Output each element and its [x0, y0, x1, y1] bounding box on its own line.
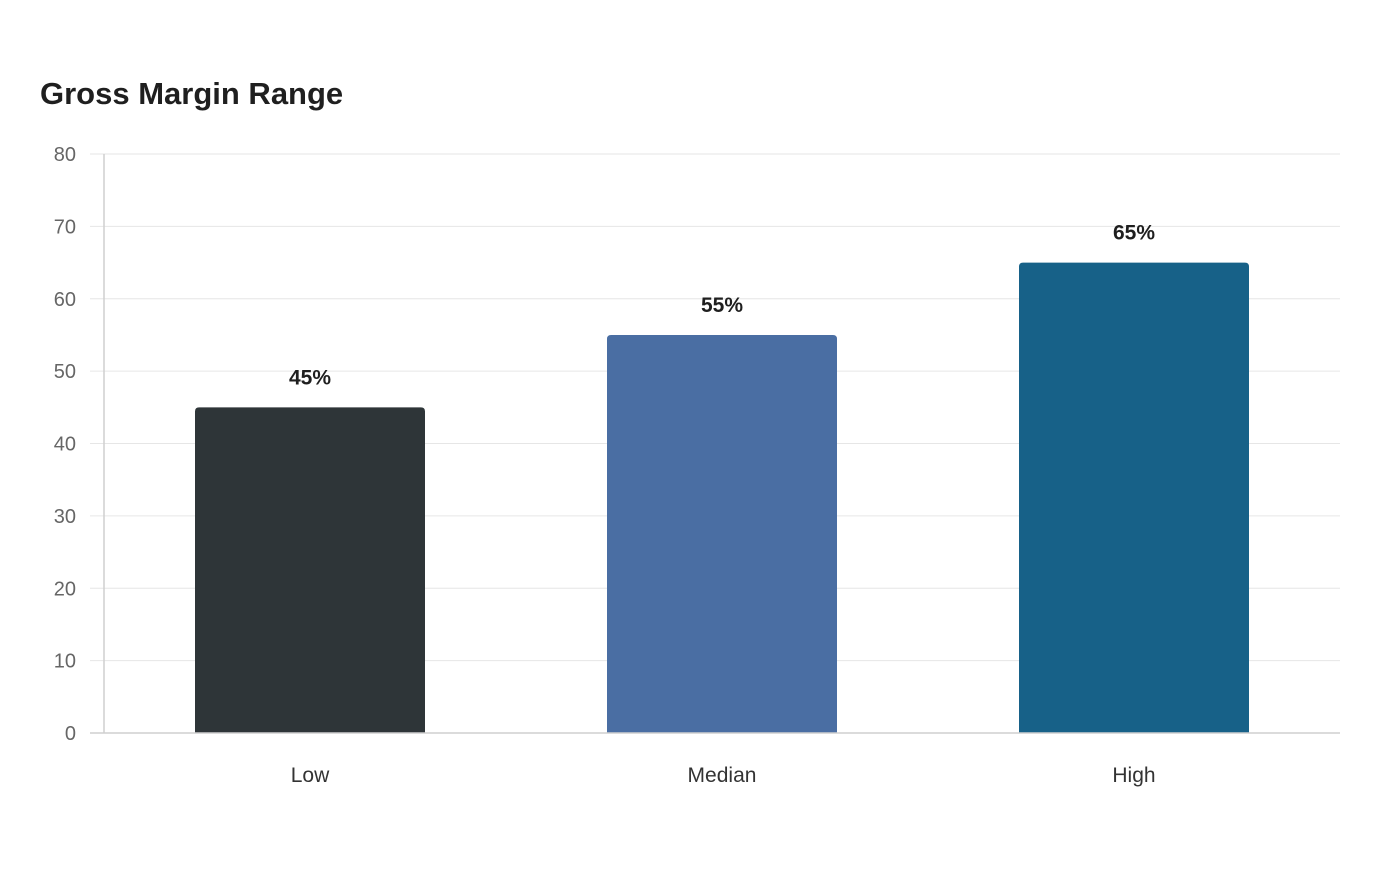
y-tick-label: 30 [54, 506, 76, 528]
data-label-high: 65% [1113, 222, 1155, 245]
y-axis-ticks: 0 10 20 30 40 50 60 70 80 [54, 144, 76, 745]
x-tick-label-high: High [1112, 764, 1155, 787]
y-tick-label: 20 [54, 578, 76, 600]
bar-layer [195, 262, 1249, 733]
x-tick-label-median: Median [688, 764, 757, 787]
y-tick-label: 10 [54, 651, 76, 673]
y-tick-label: 60 [54, 289, 76, 311]
y-tick-label: 70 [54, 216, 76, 238]
data-label-median: 55% [701, 294, 743, 317]
data-label-layer: 45% 55% 65% [289, 222, 1155, 390]
x-tick-label-low: Low [291, 764, 330, 787]
chart-title: Gross Margin Range [40, 76, 344, 111]
x-axis-ticks: Low Median High [291, 764, 1156, 787]
y-tick-label: 50 [54, 361, 76, 383]
y-tick-label: 80 [54, 144, 76, 166]
data-label-low: 45% [289, 366, 331, 389]
y-tick-label: 0 [65, 723, 76, 745]
bar-high [1019, 262, 1249, 733]
bar-low [195, 407, 425, 733]
bar-median [607, 334, 837, 733]
y-tick-label: 40 [54, 434, 76, 456]
